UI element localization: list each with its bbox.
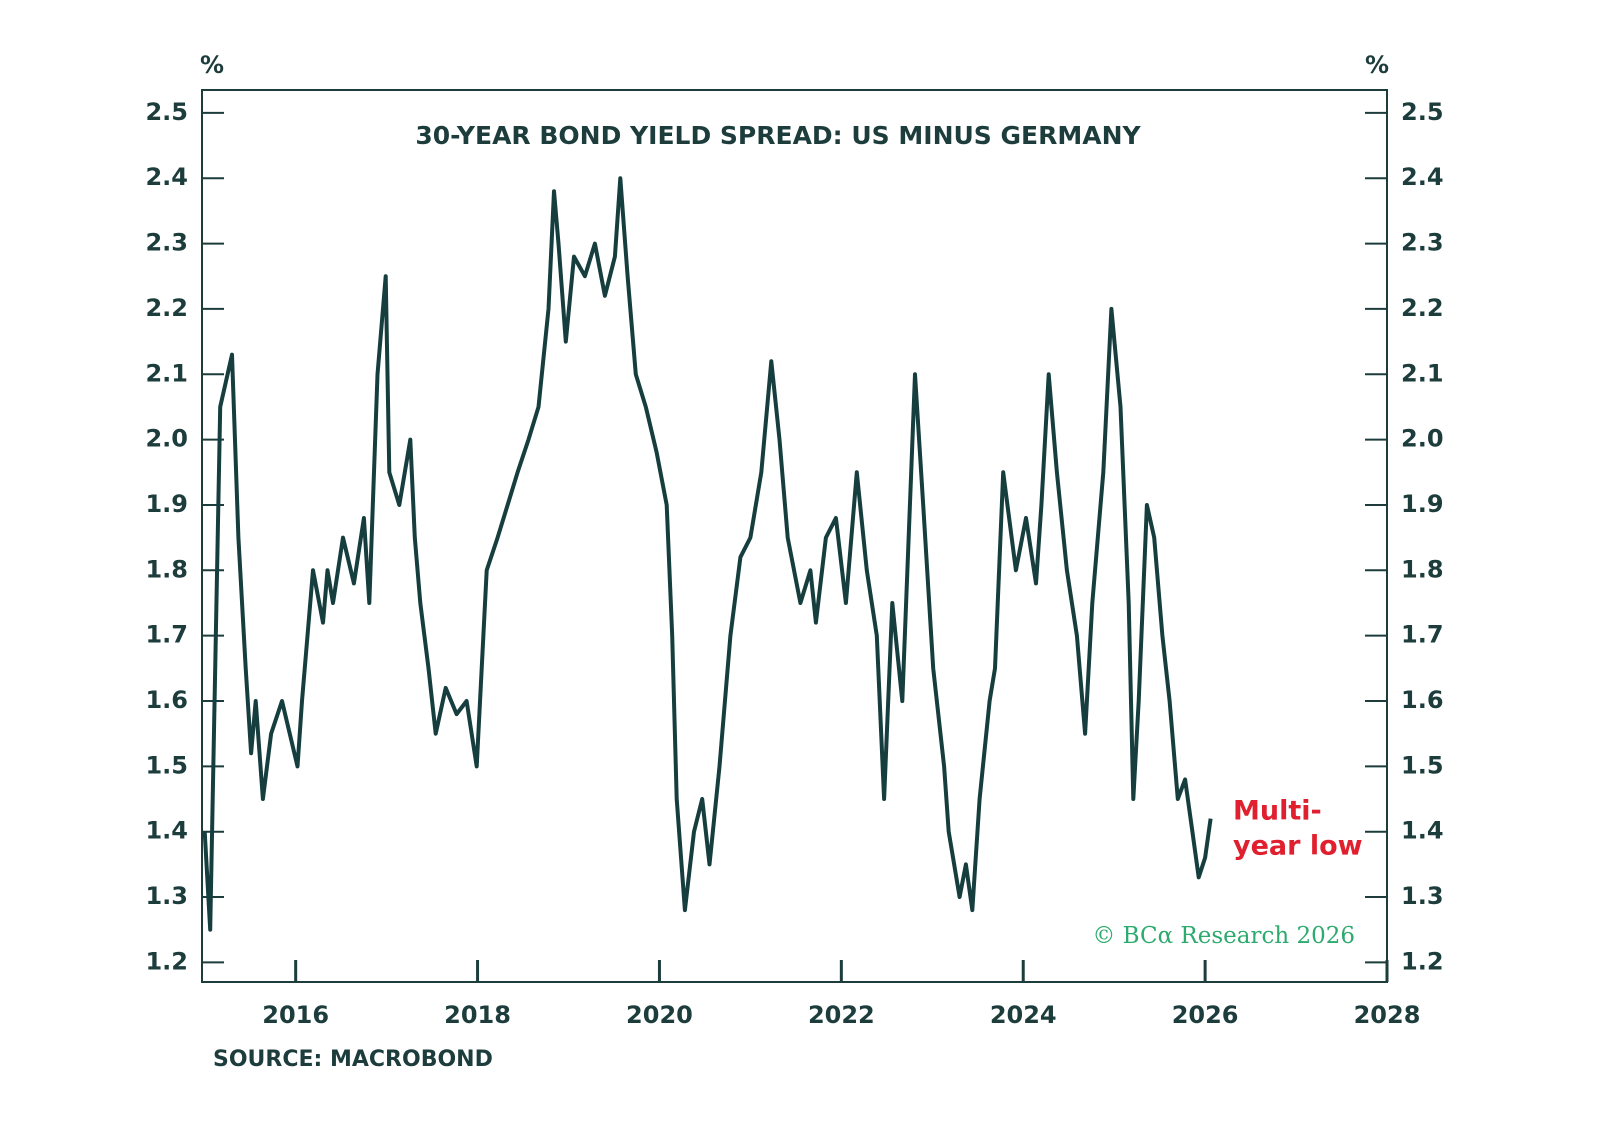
series-line [202, 176, 1213, 932]
annotation: Multi- [1233, 796, 1322, 827]
x-tick-label: 2020 [626, 1001, 693, 1029]
y-tick-label: 1.8 [145, 555, 188, 583]
y2-tick-label: 1.5 [1401, 751, 1444, 779]
y-tick-label: 1.4 [145, 817, 188, 845]
annotation: year low [1233, 831, 1363, 862]
y-tick-label: 2.5 [145, 98, 188, 126]
y2-tick-label: 1.8 [1401, 555, 1444, 583]
y-tick-label: 1.6 [145, 686, 188, 714]
y-tick-label: 2.3 [145, 229, 188, 257]
y2-tick-label: 1.6 [1401, 686, 1444, 714]
x-tick-label: 2026 [1172, 1001, 1239, 1029]
x-tick-label: 2028 [1354, 1001, 1421, 1029]
chart-title: 30-YEAR BOND YIELD SPREAD: US MINUS GERM… [415, 121, 1141, 150]
y2-axis-unit: % [1365, 51, 1389, 79]
y2-tick-label: 2.5 [1401, 98, 1444, 126]
y2-tick-label: 1.4 [1401, 817, 1444, 845]
copyright: © BCα Research 2026 [1092, 923, 1355, 949]
x-tick-label: 2024 [990, 1001, 1057, 1029]
y2-tick-label: 2.0 [1401, 425, 1444, 453]
x-tick-label: 2018 [444, 1001, 511, 1029]
y-tick-label: 1.2 [145, 947, 188, 975]
x-tick-label: 2016 [262, 1001, 329, 1029]
y-tick-label: 2.2 [145, 294, 188, 322]
y2-tick-label: 1.7 [1401, 621, 1444, 649]
x-tick-label: 2022 [808, 1001, 875, 1029]
y-tick-label: 1.9 [145, 490, 188, 518]
source: SOURCE: MACROBOND [213, 1047, 493, 1072]
y-axis-unit: % [200, 51, 224, 79]
y2-tick-label: 2.2 [1401, 294, 1444, 322]
y2-tick-label: 2.4 [1401, 163, 1444, 191]
y-tick-label: 1.7 [145, 621, 188, 649]
y2-tick-label: 1.3 [1401, 882, 1444, 910]
plot-frame [201, 89, 1388, 983]
y-tick-label: 2.4 [145, 163, 188, 191]
y-tick-label: 1.3 [145, 882, 188, 910]
y2-tick-label: 1.2 [1401, 947, 1444, 975]
y2-tick-label: 2.1 [1401, 359, 1444, 387]
y-tick-label: 2.1 [145, 359, 188, 387]
y2-tick-label: 2.3 [1401, 229, 1444, 257]
y-tick-label: 1.5 [145, 751, 188, 779]
y-tick-label: 2.0 [145, 425, 188, 453]
y2-tick-label: 1.9 [1401, 490, 1444, 518]
